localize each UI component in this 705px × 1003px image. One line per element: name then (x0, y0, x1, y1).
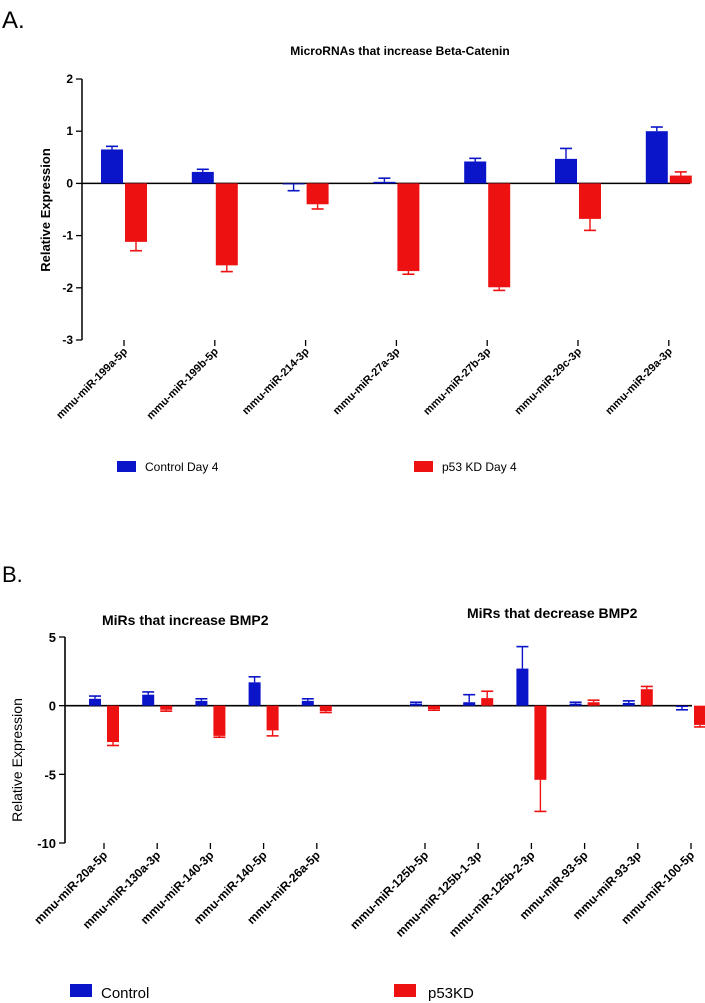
a-control-4-bar (464, 161, 487, 184)
x-tick-label-a: mmu-miR-27b-3p (421, 345, 493, 417)
legend-b-p53-label: p53KD (428, 985, 474, 1002)
b-1-control-2-bar (516, 668, 529, 706)
y-tick-label-a: 0 (66, 176, 73, 190)
legend-b-p53-swatch (394, 984, 416, 997)
b-0-p53-1-bar (160, 705, 173, 710)
b-0-control-3-bar (248, 682, 261, 706)
y-tick-label-b: 0 (49, 699, 56, 714)
b-0-p53-2-bar (213, 705, 226, 736)
chart-b-annotation-increase: MiRs that increase BMP2 (102, 612, 269, 628)
chart-b-legend: Control p53KD (70, 984, 474, 1002)
legend-a-control-swatch (117, 461, 136, 472)
a-control-1-bar (191, 171, 214, 184)
a-control-0-bar (101, 149, 123, 184)
b-1-p53-4-bar (640, 689, 653, 706)
y-tick-label-b: 5 (49, 630, 56, 645)
y-tick-label-a: 2 (66, 72, 73, 86)
chart-b-annotation-decrease: MiRs that decrease BMP2 (467, 605, 638, 621)
a-p53-5-bar (579, 183, 601, 219)
panel-b-label: B. (2, 562, 23, 587)
x-tick-label-a: mmu-miR-29a-3p (603, 345, 675, 417)
a-p53-6-bar (669, 175, 692, 184)
y-tick-label-b: -10 (37, 836, 56, 851)
legend-b-control-label: Control (101, 985, 149, 1002)
a-control-3-bar (373, 181, 396, 184)
b-1-control-0-bar (410, 703, 422, 706)
b-1-control-5-bar (676, 705, 688, 708)
b-1-p53-0-bar (428, 705, 440, 710)
a-control-5-bar (555, 158, 577, 184)
legend-a-p53-swatch (414, 461, 433, 472)
x-tick-label-a: mmu-miR-214-3p (240, 345, 312, 417)
chart-b-ylabel: Relative Expression (9, 698, 25, 822)
chart-b-plot: -10-505mmu-miR-20a-5pmmu-miR-130a-3pmmu-… (31, 630, 705, 940)
x-tick-label-a: mmu-miR-29c-3p (513, 345, 585, 417)
a-control-2-bar (282, 183, 305, 185)
panel-a-label: A. (2, 7, 25, 34)
a-p53-1-bar (215, 183, 238, 266)
b-0-control-0-bar (89, 698, 101, 706)
y-tick-label-b: -5 (44, 767, 56, 782)
y-tick-label-a: -2 (62, 281, 73, 295)
a-p53-4-bar (488, 183, 511, 288)
legend-a-p53-label: p53 KD Day 4 (442, 460, 517, 474)
chart-a-title: MicroRNAs that increase Beta-Catenin (290, 44, 509, 58)
b-0-p53-4-bar (319, 705, 332, 712)
a-p53-2-bar (306, 183, 329, 205)
x-tick-label-a: mmu-miR-199a-5p (54, 345, 130, 421)
b-1-control-4-bar (622, 702, 635, 706)
x-tick-label-a: mmu-miR-199b-5p (145, 345, 222, 422)
b-1-p53-5-bar (694, 705, 705, 725)
b-0-p53-3-bar (266, 705, 279, 731)
b-1-control-1-bar (463, 702, 476, 706)
legend-b-control-swatch (70, 984, 92, 997)
b-0-control-2-bar (195, 700, 208, 706)
b-0-control-4-bar (301, 700, 314, 706)
b-0-control-1-bar (142, 694, 155, 706)
a-control-6-bar (645, 131, 668, 184)
a-p53-3-bar (397, 183, 420, 272)
chart-a-legend: Control Day 4 p53 KD Day 4 (117, 460, 517, 474)
y-tick-label-a: -1 (62, 229, 73, 243)
b-1-p53-3-bar (587, 702, 600, 706)
b-0-p53-0-bar (107, 705, 119, 743)
b-1-p53-2-bar (534, 705, 547, 780)
a-p53-0-bar (125, 183, 147, 242)
b-1-control-3-bar (569, 703, 582, 706)
legend-a-control-label: Control Day 4 (145, 460, 219, 474)
y-tick-label-a: -3 (62, 333, 73, 347)
b-1-p53-1-bar (481, 698, 494, 706)
y-tick-label-a: 1 (66, 124, 73, 138)
x-tick-label-a: mmu-miR-27a-3p (331, 345, 403, 417)
chart-a-ylabel: Relative Expression (38, 148, 53, 272)
